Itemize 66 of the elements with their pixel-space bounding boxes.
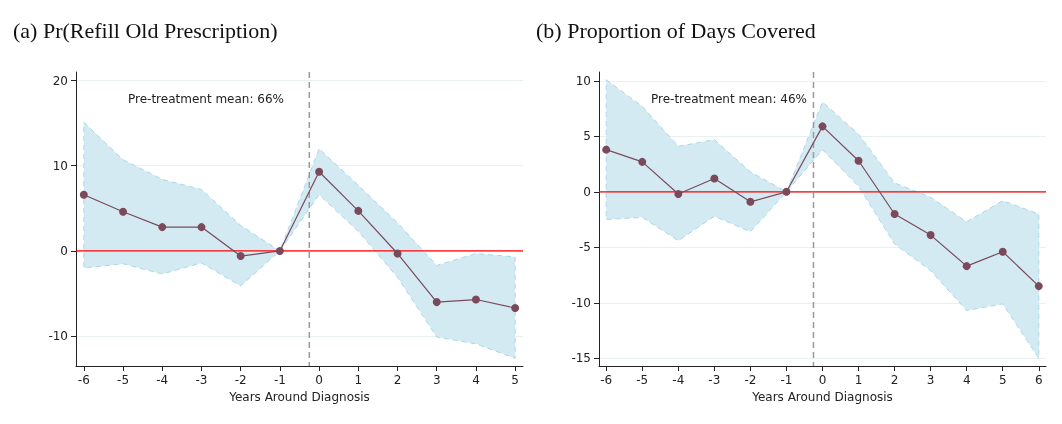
annotation: Pre-treatment mean: 46% xyxy=(651,92,807,106)
y-tick-label: 10 xyxy=(575,73,591,88)
y-tick-label: -5 xyxy=(579,240,591,255)
x-tick-label: 1 xyxy=(354,373,363,387)
x-tick-label: -3 xyxy=(195,373,208,387)
x-tick-label: 6 xyxy=(1034,373,1043,387)
point xyxy=(1034,282,1043,291)
chart-title: (a) Pr(Refill Old Prescription) xyxy=(13,17,278,43)
point xyxy=(79,190,88,199)
y-tick-label: -10 xyxy=(571,295,591,310)
x-tick-label: -4 xyxy=(156,373,169,387)
point xyxy=(393,249,402,258)
point xyxy=(710,174,719,183)
x-tick-label: 4 xyxy=(472,373,480,387)
y-tick-label: 20 xyxy=(52,73,68,88)
point xyxy=(674,190,683,199)
x-axis-title: Years Around Diagnosis xyxy=(228,389,370,404)
x-tick-label: 3 xyxy=(432,373,441,387)
point xyxy=(197,223,206,232)
y-tick-label: 10 xyxy=(52,158,68,173)
x-tick-label: 5 xyxy=(998,373,1007,387)
x-tick-label: -3 xyxy=(708,373,721,387)
point xyxy=(998,247,1007,256)
y-tick-label: 0 xyxy=(60,243,68,258)
point xyxy=(119,207,128,216)
y-tick-label: 5 xyxy=(583,129,591,144)
point xyxy=(926,231,935,240)
point xyxy=(854,156,863,165)
x-tick-label: 5 xyxy=(511,373,519,387)
x-tick-label: -4 xyxy=(672,373,685,387)
point xyxy=(236,252,245,261)
point xyxy=(432,298,441,307)
point xyxy=(354,206,363,215)
x-tick-label: 3 xyxy=(926,373,935,387)
x-axis-title: Years Around Diagnosis xyxy=(751,389,893,404)
x-tick-label: 4 xyxy=(962,373,971,387)
point xyxy=(818,122,827,131)
point xyxy=(638,157,647,166)
x-tick-label: 2 xyxy=(890,373,899,387)
point xyxy=(315,167,324,176)
x-tick-label: -2 xyxy=(234,373,247,387)
x-tick-label: -5 xyxy=(636,373,649,387)
x-tick-label: 0 xyxy=(818,373,827,387)
x-tick-label: 0 xyxy=(315,373,323,387)
point xyxy=(471,295,480,304)
point xyxy=(890,210,899,219)
x-tick-label: 1 xyxy=(854,373,863,387)
point xyxy=(962,262,971,271)
point xyxy=(511,304,520,313)
x-tick-label: -6 xyxy=(77,373,90,387)
point xyxy=(746,197,755,206)
point xyxy=(275,246,284,255)
point xyxy=(158,223,167,232)
x-tick-label: -1 xyxy=(273,373,286,387)
annotation: Pre-treatment mean: 66% xyxy=(128,92,284,106)
y-tick-label: 0 xyxy=(583,184,591,199)
point xyxy=(782,187,791,196)
x-tick-label: -6 xyxy=(600,373,613,387)
y-tick-label: -15 xyxy=(571,351,591,366)
x-tick-label: -2 xyxy=(744,373,757,387)
point xyxy=(602,145,611,154)
chart-title: (b) Proportion of Days Covered xyxy=(536,17,816,43)
x-tick-label: -5 xyxy=(117,373,130,387)
y-tick-label: -10 xyxy=(48,329,68,344)
x-tick-label: -1 xyxy=(780,373,793,387)
x-tick-label: 2 xyxy=(393,373,402,387)
